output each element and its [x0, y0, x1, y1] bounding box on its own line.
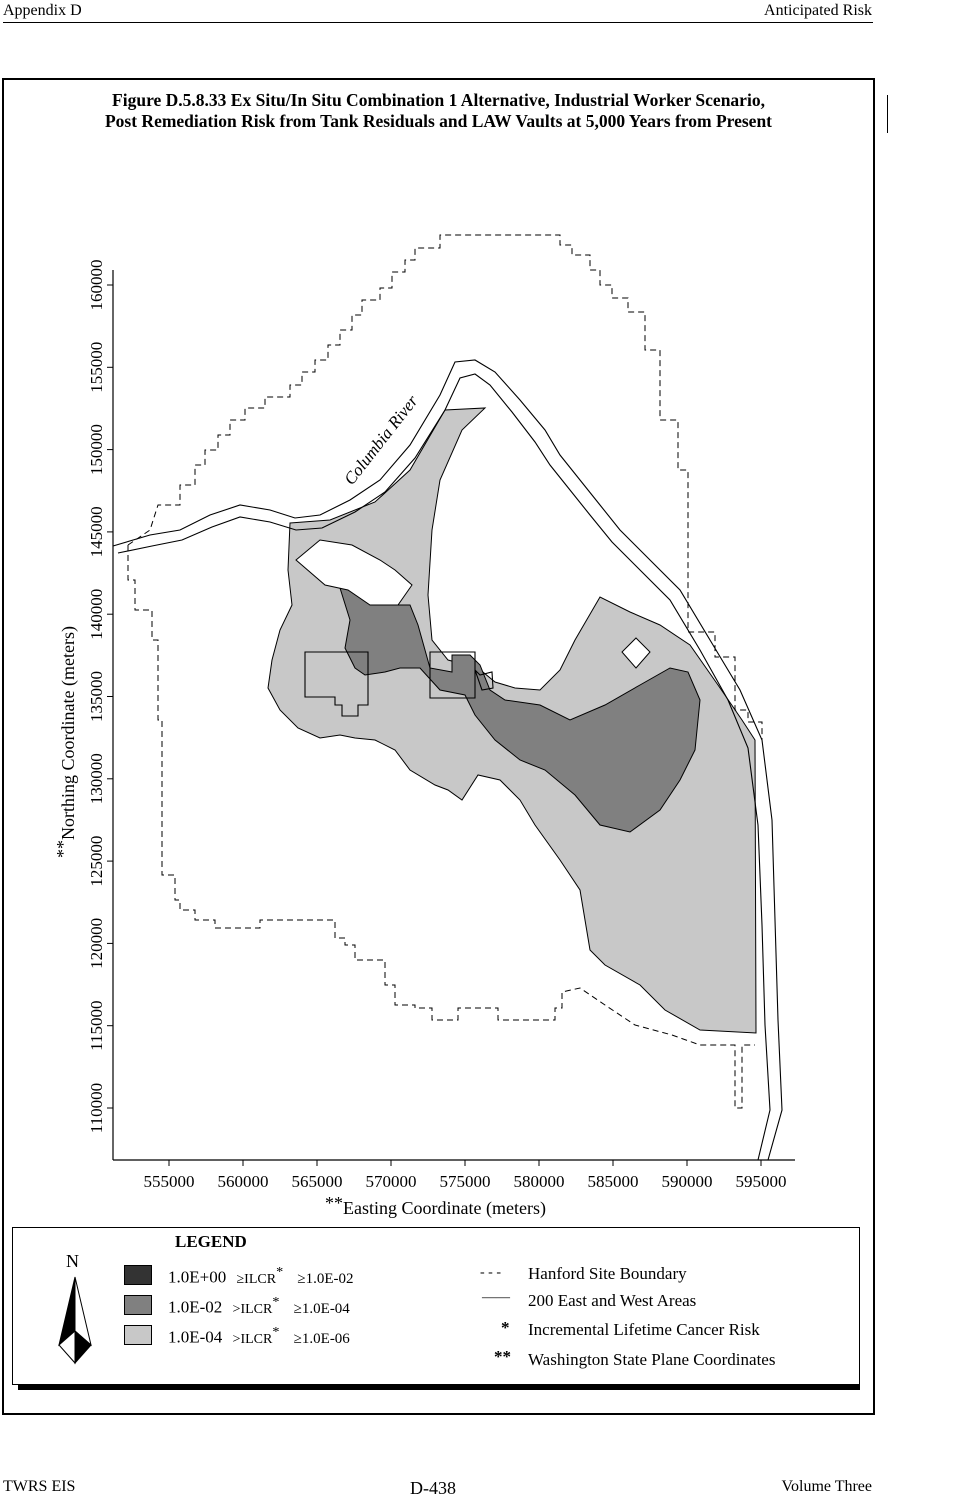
legend-box	[12, 1227, 860, 1385]
x-tick-marks	[168, 1160, 762, 1166]
y-tick-label-1: 115000	[87, 1001, 106, 1051]
y-tick-label-6: 140000	[87, 589, 106, 640]
legend-title: LEGEND	[175, 1232, 247, 1251]
legend-swatch-medium	[124, 1295, 152, 1315]
legend-key-boundary: Hanford Site Boundary	[528, 1264, 687, 1283]
legend-high-star: *	[276, 1264, 284, 1280]
y-tick-label-8: 150000	[87, 424, 106, 475]
y-tick-label-3: 125000	[87, 836, 106, 887]
white-area-diamond	[621, 637, 651, 669]
legend-low-star: *	[272, 1324, 280, 1340]
legend-high-op1: ≥ILCR	[236, 1271, 277, 1287]
y-axis-prefix: **	[53, 840, 73, 858]
figure-title: Figure D.5.8.33 Ex Situ/In Situ Combinat…	[4, 90, 873, 132]
y-tick-label-0: 110000	[87, 1083, 106, 1133]
y-tick-labels: 110000 115000 120000 125000 130000 135000 1400…	[87, 260, 106, 1134]
x-axis-prefix: **	[325, 1193, 343, 1213]
x-tick-label-1: 560000	[218, 1172, 269, 1191]
change-bar	[887, 95, 888, 133]
y-tick-label-5: 135000	[87, 671, 106, 722]
legend-medium-upper: 1.0E-02	[168, 1297, 223, 1317]
y-tick-label-7: 145000	[87, 506, 106, 557]
legend-key-ilcr-symbol: *	[501, 1318, 510, 1337]
legend-low-upper: 1.0E-04	[168, 1327, 223, 1347]
legend-item-low: 1.0E-04 >ILCR* ≥1.0E-06	[168, 1324, 350, 1348]
y-tick-label-10: 160000	[87, 260, 106, 311]
footer-right: Volume Three	[781, 1478, 873, 1495]
x-tick-label-0: 555000	[144, 1172, 195, 1191]
y-tick-label-2: 120000	[87, 918, 106, 969]
header-right: Anticipated Risk	[764, 2, 872, 19]
figure-title-line1: Figure D.5.8.33 Ex Situ/In Situ Combinat…	[112, 90, 765, 110]
white-area-west	[295, 539, 413, 606]
x-tick-label-7: 590000	[662, 1172, 713, 1191]
y-tick-marks	[107, 284, 113, 1109]
y-tick-label-4: 130000	[87, 753, 106, 804]
y-tick-label-9: 155000	[87, 342, 106, 393]
legend-key-ilcr: Incremental Lifetime Cancer Risk	[528, 1320, 760, 1339]
legend-medium-star: *	[272, 1294, 280, 1310]
x-tick-label-8: 595000	[736, 1172, 787, 1191]
hanford-site-boundary	[127, 234, 763, 1109]
y-axis-text: Northing Coordinate (meters)	[58, 626, 79, 840]
header-left: Appendix D	[3, 2, 82, 19]
legend-key-coords: Washington State Plane Coordinates	[528, 1350, 776, 1369]
figure-title-line2: Post Remediation Risk from Tank Residual…	[104, 111, 773, 131]
x-tick-label-5: 580000	[514, 1172, 565, 1191]
legend-item-high: 1.0E+00 ≥ILCR* ≥1.0E-02	[168, 1264, 354, 1288]
x-tick-label-3: 570000	[366, 1172, 417, 1191]
x-tick-label-4: 575000	[440, 1172, 491, 1191]
legend-medium-op2: ≥1.0E-04	[293, 1300, 350, 1317]
legend-item-medium: 1.0E-02 >ILCR* ≥1.0E-04	[168, 1294, 350, 1318]
plot-axes	[112, 270, 795, 1161]
legend-swatch-high	[124, 1265, 152, 1285]
legend-key-areas-symbol: ——	[482, 1290, 510, 1305]
legend-swatch-low	[124, 1325, 152, 1345]
x-tick-label-6: 585000	[588, 1172, 639, 1191]
legend-key-areas: 200 East and West Areas	[528, 1291, 697, 1310]
legend-low-op2: ≥1.0E-06	[293, 1330, 350, 1347]
x-axis-text: Easting Coordinate (meters)	[343, 1198, 546, 1219]
header-rule	[3, 22, 873, 23]
footer-left: TWRS EIS	[3, 1478, 76, 1495]
legend-high-upper: 1.0E+00	[168, 1267, 227, 1287]
area-200-outlines	[304, 651, 494, 717]
y-axis-label: **Northing Coordinate (meters)	[53, 626, 79, 858]
footer-page-number: D-438	[410, 1478, 456, 1498]
x-tick-label-2: 565000	[292, 1172, 343, 1191]
legend-high-op2: ≥1.0E-02	[297, 1270, 354, 1287]
x-tick-labels: 555000 560000 565000 570000 575000 580000 5850…	[144, 1172, 787, 1191]
legend-key-boundary-symbol: - - -	[480, 1265, 501, 1280]
north-label: N	[66, 1251, 79, 1271]
north-arrow-icon	[58, 1276, 92, 1365]
legend-key-coords-symbol: **	[494, 1347, 511, 1366]
legend-medium-op1: >ILCR	[232, 1301, 273, 1317]
risk-zone-medium	[339, 587, 701, 833]
x-axis-label: **Easting Coordinate (meters)	[325, 1193, 546, 1219]
legend-low-op1: >ILCR	[232, 1331, 273, 1347]
figure-frame	[2, 78, 875, 1415]
